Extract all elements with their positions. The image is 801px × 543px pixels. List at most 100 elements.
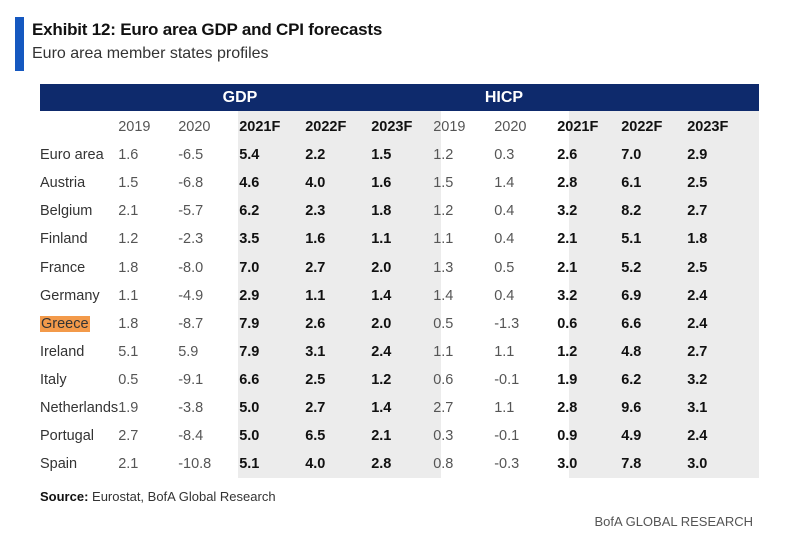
hicp-value-2020: 0.4 xyxy=(494,203,515,220)
hicp-value-2023f: 2.4 xyxy=(687,428,708,445)
hicp-value-2023f: 2.4 xyxy=(687,287,708,304)
table-row: Euro area 1.6 -6.5 5.4 2.2 1.5 1.2 0.3 2.6 7.0 2.9 xyxy=(40,141,735,169)
column-header-gdp-2021f: 2021F xyxy=(239,119,281,136)
country-name: Germany xyxy=(40,287,100,304)
gdp-value-2020: -2.3 xyxy=(178,231,204,248)
gdp-value-2023f: 1.1 xyxy=(371,231,392,248)
column-header-gdp-2023f: 2023F xyxy=(371,119,413,136)
gdp-value-2022f: 2.7 xyxy=(305,399,326,416)
hicp-value-2019: 0.5 xyxy=(433,315,454,332)
table-row: France 1.8 -8.0 7.0 2.7 2.0 1.3 0.5 2.1 5.2 2.5 xyxy=(40,253,735,281)
gdp-value-2021f: 6.2 xyxy=(239,203,260,220)
hicp-value-2019: 1.3 xyxy=(433,259,454,276)
hicp-value-2020: 1.4 xyxy=(494,175,515,192)
group-label-hicp: HICP xyxy=(484,89,524,106)
hicp-value-2022f: 6.6 xyxy=(621,315,642,332)
hicp-value-2023f: 3.1 xyxy=(687,399,708,416)
hicp-value-2023f: 3.2 xyxy=(687,371,708,388)
hicp-value-2022f: 8.2 xyxy=(621,203,642,220)
gdp-value-2023f: 2.4 xyxy=(371,343,392,360)
row-label: Portugal xyxy=(40,422,118,450)
table-row: Netherlands 1.9 -3.8 5.0 2.7 1.4 2.7 1.1 2.8 9.6 3… xyxy=(40,394,735,422)
row-label: France xyxy=(40,253,118,281)
gdp-value-2021f: 7.9 xyxy=(239,343,260,360)
gdp-value-2020: -10.8 xyxy=(178,456,212,473)
hicp-value-2019: 1.1 xyxy=(433,343,454,360)
hicp-value-2019: 0.3 xyxy=(433,428,454,445)
country-name: Netherlands xyxy=(40,399,119,416)
column-header-gdp-2019: 2019 xyxy=(118,119,151,136)
gdp-value-2021f: 5.0 xyxy=(239,399,260,416)
gdp-value-2020: -8.4 xyxy=(178,428,204,445)
gdp-value-2023f: 1.6 xyxy=(371,175,392,192)
gdp-value-2022f: 1.6 xyxy=(305,231,326,248)
gdp-value-2019: 2.1 xyxy=(118,456,139,473)
gdp-value-2022f: 2.6 xyxy=(305,315,326,332)
country-name: Finland xyxy=(40,231,88,248)
country-name: Portugal xyxy=(40,428,95,445)
gdp-value-2022f: 6.5 xyxy=(305,428,326,445)
gdp-value-2021f: 5.4 xyxy=(239,147,260,164)
gdp-value-2023f: 1.2 xyxy=(371,371,392,388)
forecast-table: 2019 2020 2021F 2022F 2023F 2019 2020 2021F 2022… xyxy=(40,113,735,478)
brand-label: BofA GLOBAL RESEARCH xyxy=(594,514,753,529)
table-row: Spain 2.1 -10.8 5.1 4.0 2.8 0.8 -0.3 3.0 7.8 3.0 xyxy=(40,450,735,478)
hicp-value-2023f: 2.4 xyxy=(687,315,708,332)
hicp-value-2022f: 5.2 xyxy=(621,259,642,276)
row-label: Belgium xyxy=(40,197,118,225)
country-name: Ireland xyxy=(40,343,85,360)
gdp-value-2023f: 1.4 xyxy=(371,287,392,304)
gdp-value-2019: 1.8 xyxy=(118,259,139,276)
hicp-value-2021f: 2.6 xyxy=(557,147,578,164)
row-label: Austria xyxy=(40,169,118,197)
gdp-value-2021f: 5.1 xyxy=(239,456,260,473)
country-name: Euro area xyxy=(40,147,104,164)
row-label: Finland xyxy=(40,225,118,253)
hicp-value-2020: 1.1 xyxy=(494,399,515,416)
gdp-value-2019: 1.1 xyxy=(118,287,139,304)
hicp-value-2020: 1.1 xyxy=(494,343,515,360)
hicp-value-2021f: 0.9 xyxy=(557,428,578,445)
gdp-value-2020: -8.0 xyxy=(178,259,204,276)
hicp-value-2019: 1.4 xyxy=(433,287,454,304)
gdp-value-2020: -3.8 xyxy=(178,399,204,416)
gdp-value-2021f: 3.5 xyxy=(239,231,260,248)
country-name: Spain xyxy=(40,456,78,473)
hicp-value-2022f: 7.8 xyxy=(621,456,642,473)
hicp-value-2022f: 7.0 xyxy=(621,147,642,164)
gdp-value-2022f: 1.1 xyxy=(305,287,326,304)
country-name: Belgium xyxy=(40,203,93,220)
row-label: Germany xyxy=(40,282,118,310)
source-label: Source: xyxy=(40,489,89,504)
gdp-value-2023f: 1.8 xyxy=(371,203,392,220)
hicp-value-2021f: 3.2 xyxy=(557,203,578,220)
hicp-value-2023f: 2.5 xyxy=(687,259,708,276)
hicp-value-2022f: 4.9 xyxy=(621,428,642,445)
hicp-value-2023f: 2.9 xyxy=(687,147,708,164)
hicp-value-2020: 0.4 xyxy=(494,287,515,304)
hicp-value-2020: -0.1 xyxy=(494,428,520,445)
gdp-value-2019: 2.1 xyxy=(118,203,139,220)
gdp-value-2019: 0.5 xyxy=(118,371,139,388)
column-header-gdp-2022f: 2022F xyxy=(305,119,347,136)
source-text: Eurostat, BofA Global Research xyxy=(88,489,276,504)
gdp-value-2022f: 2.5 xyxy=(305,371,326,388)
gdp-value-2021f: 7.9 xyxy=(239,315,260,332)
exhibit-title: Exhibit 12: Euro area GDP and CPI foreca… xyxy=(32,20,383,39)
gdp-value-2019: 1.5 xyxy=(118,175,139,192)
gdp-value-2022f: 4.0 xyxy=(305,456,326,473)
gdp-value-2020: -9.1 xyxy=(178,371,204,388)
gdp-value-2020: -8.7 xyxy=(178,315,204,332)
table-row: Finland 1.2 -2.3 3.5 1.6 1.1 1.1 0.4 2.1 5.1 1.8 xyxy=(40,225,735,253)
gdp-value-2023f: 1.5 xyxy=(371,147,392,164)
table-row: Austria 1.5 -6.8 4.6 4.0 1.6 1.5 1.4 2.8 6.1 2.5 xyxy=(40,169,735,197)
exhibit-subtitle: Euro area member states profiles xyxy=(32,45,269,62)
gdp-value-2022f: 4.0 xyxy=(305,175,326,192)
table-row: Italy 0.5 -9.1 6.6 2.5 1.2 0.6 -0.1 1.9 6.2 3.2 xyxy=(40,366,735,394)
hicp-value-2021f: 2.1 xyxy=(557,231,578,248)
source-note: Source: Eurostat, BofA Global Research xyxy=(40,489,276,504)
table-row: Ireland 5.1 5.9 7.9 3.1 2.4 1.1 1.1 1.2 4.8 2.7 xyxy=(40,338,735,366)
gdp-value-2020: -6.8 xyxy=(178,175,204,192)
hicp-value-2020: -1.3 xyxy=(494,315,520,332)
hicp-value-2020: 0.3 xyxy=(494,147,515,164)
